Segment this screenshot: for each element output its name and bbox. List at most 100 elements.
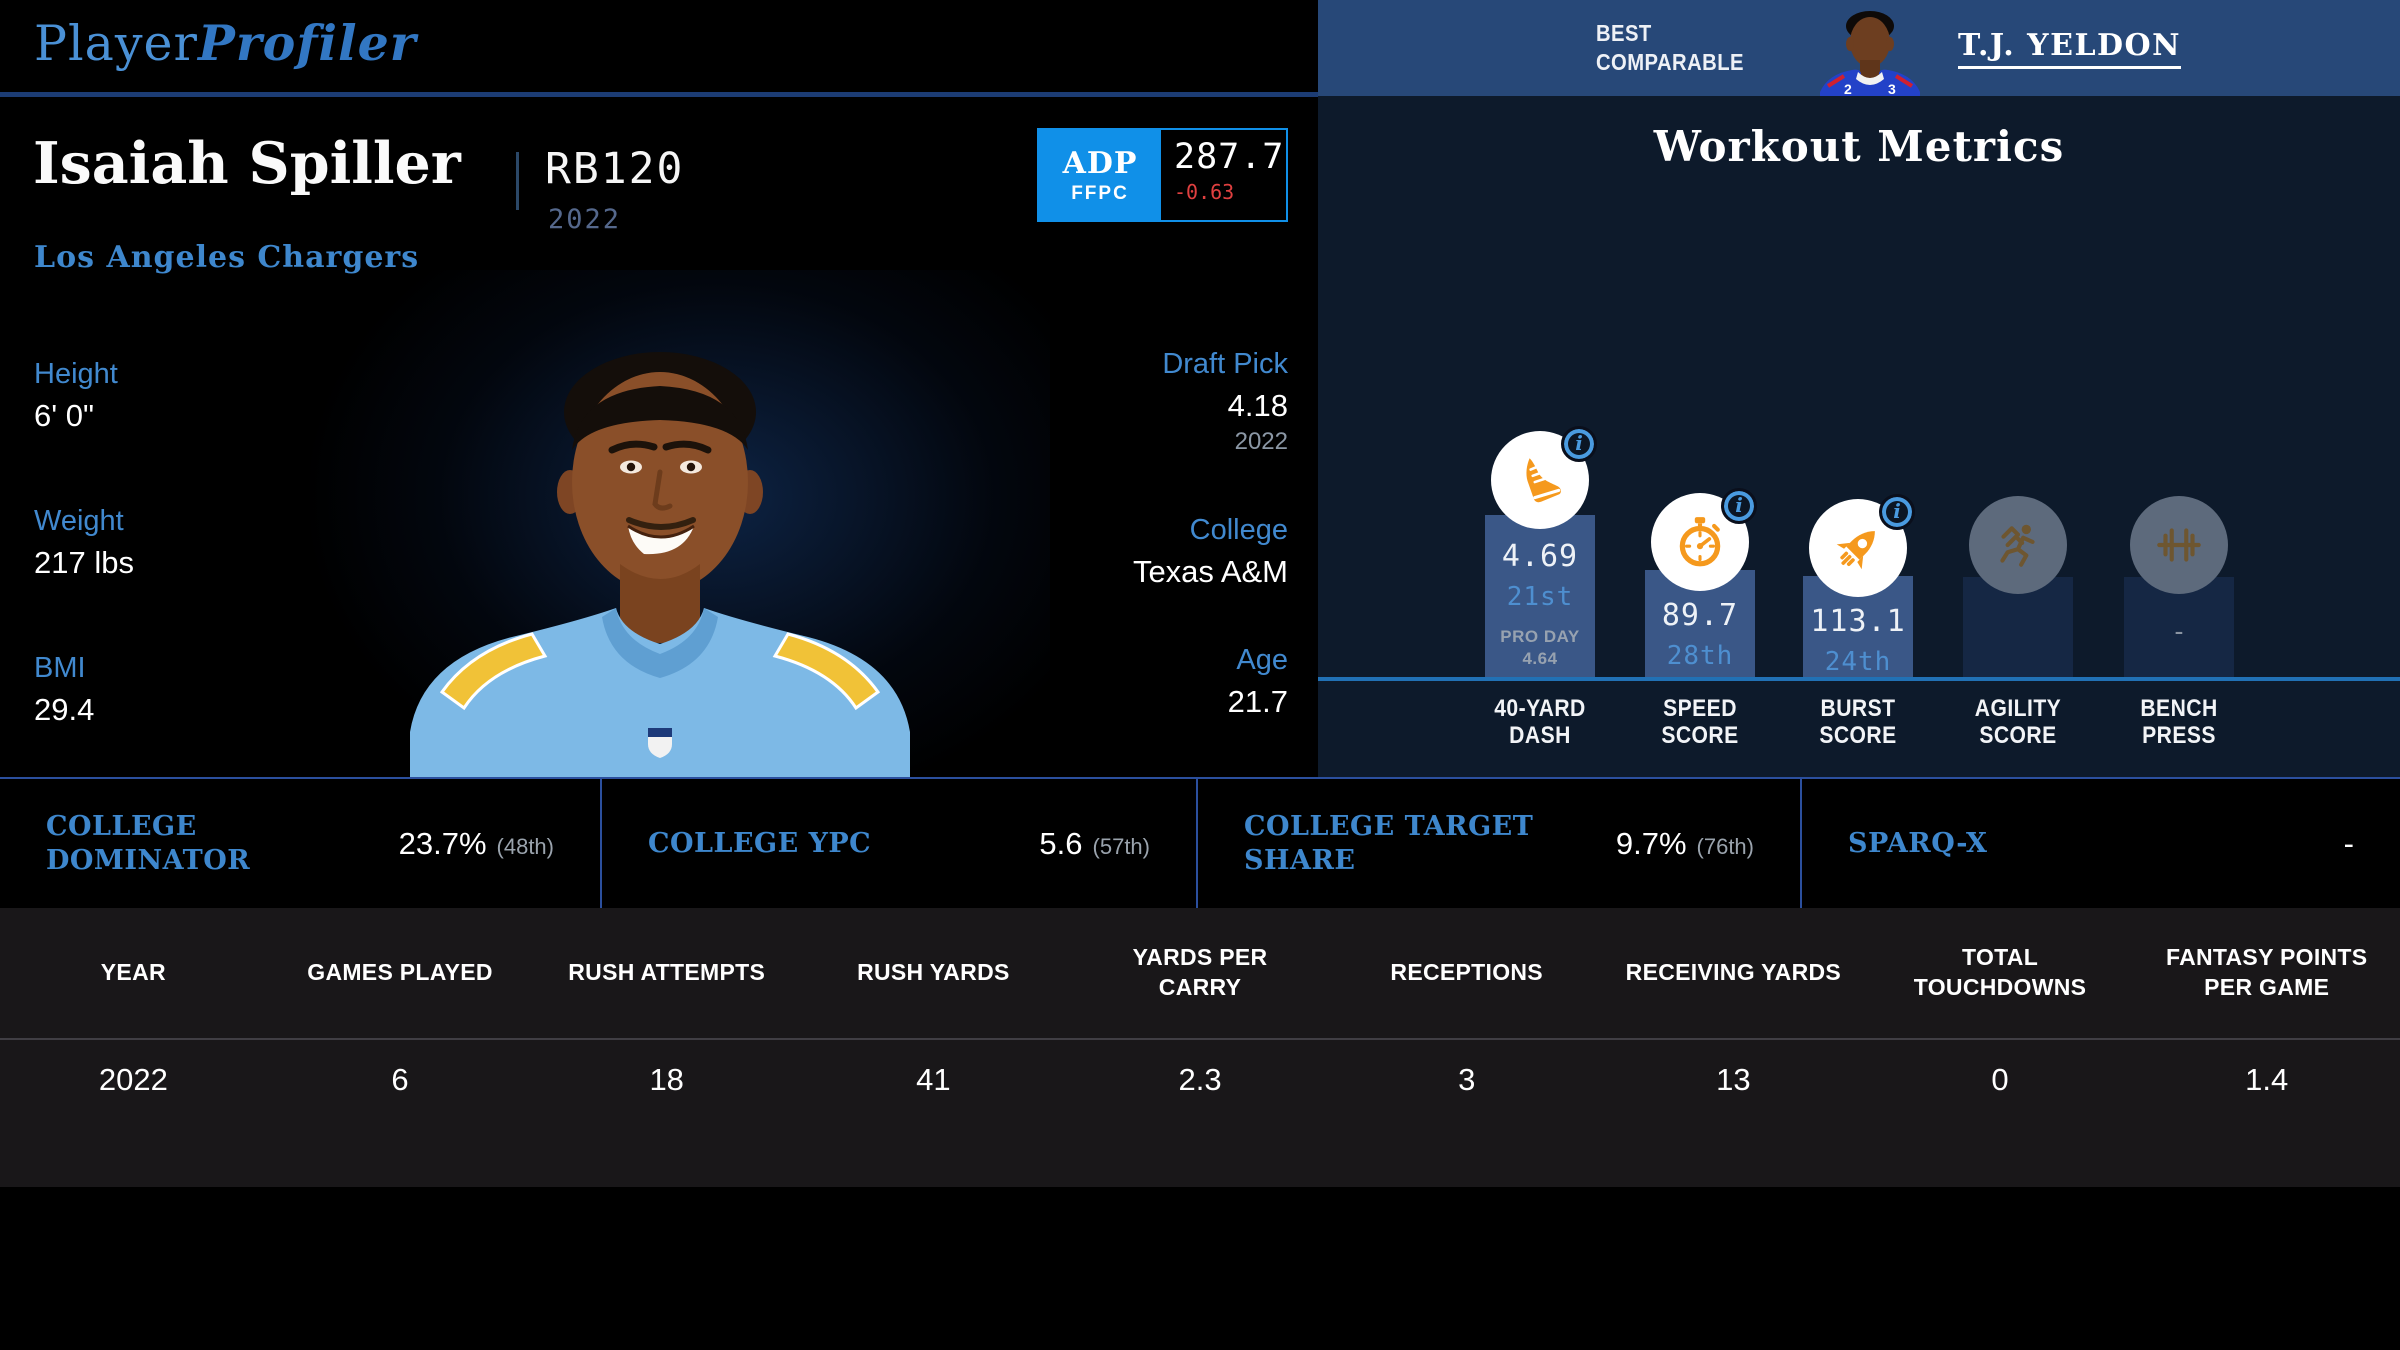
bmi-label: BMI — [34, 652, 86, 684]
cell-receptions: 3 — [1458, 1062, 1476, 1097]
comparable-player-photo: 2 3 — [1804, 4, 1936, 97]
label-line2: PRESS — [2142, 721, 2216, 749]
speed-score-label: SPEED SCORE — [1630, 695, 1771, 750]
col-games-played: GAMES PLAYED — [307, 959, 493, 986]
player-photo — [380, 330, 940, 777]
bio-bmi: BMI 29.4 — [34, 652, 94, 728]
svg-text:3: 3 — [1888, 81, 1896, 96]
cell-rush-yards: 41 — [916, 1062, 951, 1097]
cell-receiving-yards: 13 — [1716, 1062, 1751, 1097]
col-fantasy-points-per-game: FANTASY POINTS PER GAME — [2165, 944, 2368, 1000]
metric-bench-press: - BENCH PRESS — [2099, 96, 2259, 777]
college-dominator-values: 23.7% (48th) — [399, 826, 554, 862]
label-line2: DASH — [1509, 721, 1571, 749]
college-target-share-cell: COLLEGE TARGET SHARE 9.7% (76th) — [1196, 779, 1800, 908]
draft-pick: Draft Pick 4.18 2022 — [900, 348, 1288, 456]
info-icon[interactable]: i — [1721, 488, 1757, 524]
info-glyph: i — [1575, 431, 1583, 455]
pro-day-note: PRO DAY 4.64 — [1500, 626, 1579, 670]
sparq-x-value: - — [2343, 825, 2354, 861]
bench-press-value: - — [2171, 617, 2187, 647]
adp-header: ADP FFPC — [1039, 130, 1161, 220]
position-rank: RB120 — [545, 144, 685, 194]
label-line1: AGILITY — [1974, 695, 2062, 722]
sparq-x-values: - — [2344, 826, 2354, 862]
draft-pick-year: 2022 — [1234, 428, 1288, 455]
college-target-share-value: 9.7% — [1615, 825, 1687, 861]
college-ypc-label: COLLEGE YPC — [648, 827, 872, 859]
info-glyph: i — [1735, 493, 1743, 517]
bio-height: Height 6' 0" — [34, 358, 118, 434]
pro-day-value: 4.64 — [1522, 649, 1558, 669]
class-year: 2022 — [548, 204, 622, 235]
college-ypc-value: 5.6 — [1039, 825, 1083, 861]
table-row: 2022 6 18 41 2.3 3 13 0 1.4 — [0, 1040, 2400, 1120]
forty-yard-dash-percentile: 21st — [1506, 582, 1574, 612]
workout-metrics-panel: Workout Metrics 4.69 21st PRO DAY 4.64 i — [1318, 96, 2400, 777]
info-icon[interactable]: i — [1879, 494, 1915, 530]
forty-yard-dash-bar: 4.69 21st PRO DAY 4.64 — [1485, 515, 1595, 677]
best-comparable-label: BEST COMPARABLE — [1596, 19, 1744, 78]
info-icon[interactable]: i — [1561, 426, 1597, 462]
logo-player: Player — [34, 15, 198, 72]
adp-label: ADP — [1062, 145, 1138, 181]
college-target-share-rank: (76th) — [1696, 833, 1754, 859]
sparq-x-label: SPARQ-X — [1848, 827, 1988, 859]
age-label: Age — [1236, 644, 1288, 676]
college-dominator-label: COLLEGE DOMINATOR — [46, 810, 251, 876]
col-year: YEAR — [100, 959, 166, 986]
metric-burst-score: 113.1 24th i BURST — [1778, 96, 1938, 777]
name-rank-divider — [516, 152, 519, 210]
bmi-value: 29.4 — [34, 692, 95, 727]
label-line1: 40-YARD — [1494, 695, 1586, 722]
header-divider — [0, 92, 1318, 97]
forty-yard-dash-label: 40-YARD DASH — [1470, 695, 1611, 750]
sparq-x-cell: SPARQ-X - — [1800, 779, 2400, 908]
cell-games-played: 6 — [391, 1062, 409, 1097]
cell-fantasy-points-per-game: 1.4 — [2245, 1062, 2289, 1097]
team-name[interactable]: Los Angeles Chargers — [34, 240, 420, 275]
bio-weight: Weight 217 lbs — [34, 505, 134, 581]
college: College Texas A&M — [900, 514, 1288, 590]
weight-label: Weight — [34, 505, 124, 537]
table-divider — [0, 1038, 2400, 1040]
col-rush-attempts: RUSH ATTEMPTS — [568, 959, 766, 986]
speed-score-value: 89.7 — [1661, 598, 1739, 633]
college-target-share-label: COLLEGE TARGET SHARE — [1244, 810, 1534, 876]
college-label: College — [1189, 514, 1288, 546]
agility-score-label: AGILITY SCORE — [1948, 695, 2089, 750]
burst-score-percentile: 24th — [1824, 647, 1892, 677]
pro-day-label: PRO DAY — [1500, 627, 1580, 646]
forty-yard-dash-value: 4.69 — [1501, 539, 1579, 574]
comparable-player-link[interactable]: T.J. YELDON — [1958, 28, 2182, 69]
metric-agility-score: AGILITY SCORE — [1938, 96, 2098, 777]
info-glyph: i — [1893, 499, 1901, 523]
burst-score-value: 113.1 — [1810, 604, 1906, 639]
col-yards-per-carry: YARDS PER CARRY — [1132, 944, 1268, 1000]
label-line1: BENCH — [2140, 695, 2218, 722]
runner-icon — [1969, 496, 2067, 594]
cell-rush-attempts: 18 — [649, 1062, 684, 1097]
college-ypc-cell: COLLEGE YPC 5.6 (57th) — [600, 779, 1196, 908]
player-profiler-logo[interactable]: PlayerProfiler — [34, 14, 417, 72]
burst-score-label: BURST SCORE — [1788, 695, 1929, 750]
college-dominator-cell: COLLEGE DOMINATOR 23.7% (48th) — [0, 779, 600, 908]
logo-profiler: Profiler — [197, 14, 417, 72]
best-comparable-line1: BEST — [1596, 20, 1652, 46]
col-total-touchdowns: TOTAL TOUCHDOWNS — [1913, 944, 2087, 1000]
draft-pick-label: Draft Pick — [1162, 348, 1288, 380]
adp-value: 287.7 — [1174, 137, 1285, 177]
age: Age 21.7 — [900, 644, 1288, 720]
metric-40-yard-dash: 4.69 21st PRO DAY 4.64 i 40-YARD DASH — [1460, 96, 1620, 777]
metric-speed-score: 89.7 28th i SPEED SCORE — [1620, 96, 1780, 777]
college-target-share-values: 9.7% (76th) — [1616, 826, 1754, 862]
draft-pick-value: 4.18 — [1227, 388, 1288, 423]
adp-format: FFPC — [1071, 182, 1129, 204]
height-label: Height — [34, 358, 118, 390]
college-dominator-value: 23.7% — [398, 825, 487, 861]
label-line1: SPEED — [1663, 695, 1737, 722]
workout-metrics-title: Workout Metrics — [1653, 122, 2065, 171]
college-value: Texas A&M — [1132, 554, 1288, 589]
adp-values: 287.7 -0.63 — [1161, 130, 1286, 220]
table-header-row: YEAR GAMES PLAYED RUSH ATTEMPTS RUSH YAR… — [0, 908, 2400, 1038]
